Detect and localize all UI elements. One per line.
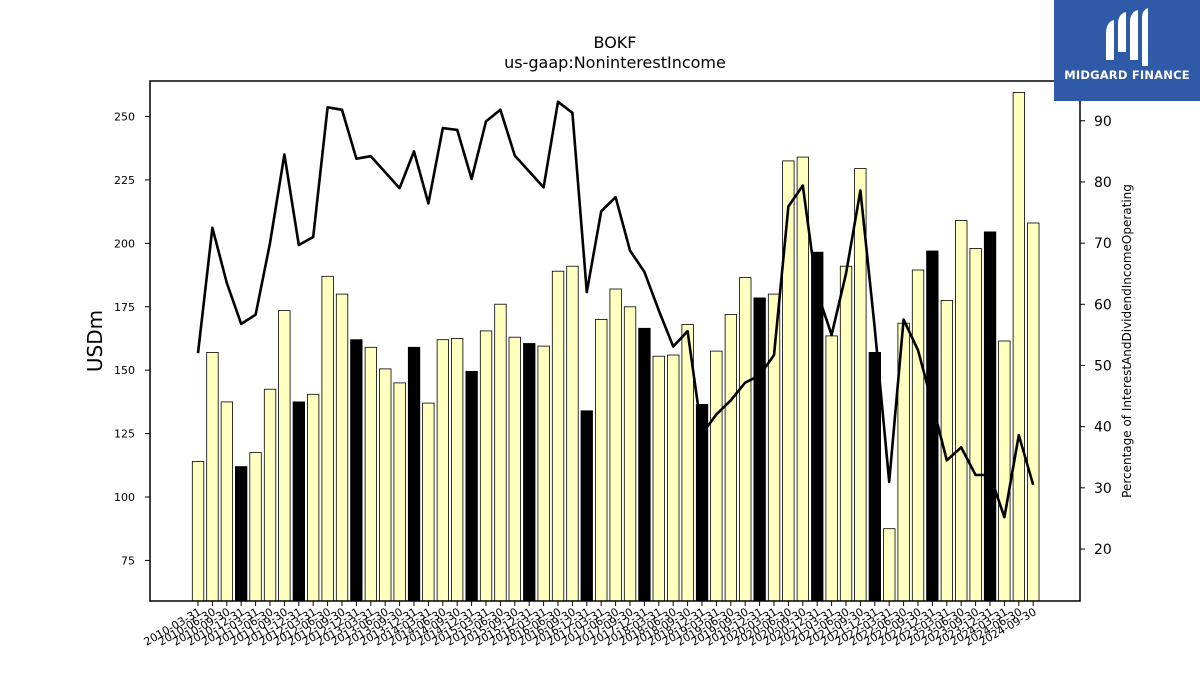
y2-tick-label: 50 xyxy=(1094,358,1112,374)
bar xyxy=(292,401,306,602)
bar xyxy=(1027,222,1040,602)
bar xyxy=(825,335,838,602)
midgard-m-logo-icon xyxy=(1106,8,1148,66)
bar xyxy=(220,401,234,602)
bar xyxy=(940,299,953,602)
bar xyxy=(479,330,493,602)
y-axis-right: 20 30 40 50 60 70 80 90 xyxy=(1080,114,1112,558)
bar xyxy=(580,410,593,602)
chart-subtitle: us-gaap:NoninterestIncome xyxy=(504,53,726,72)
bar xyxy=(393,382,406,602)
bar xyxy=(868,351,881,602)
bar xyxy=(739,277,752,602)
bar xyxy=(436,339,450,602)
y2-tick-label: 60 xyxy=(1094,297,1112,313)
y2-tick-label: 30 xyxy=(1094,481,1112,497)
bar xyxy=(782,160,795,602)
bar xyxy=(537,345,550,602)
bar xyxy=(551,270,565,602)
bar xyxy=(767,293,781,602)
bar xyxy=(667,354,680,602)
bar xyxy=(234,466,248,602)
bar xyxy=(652,355,665,602)
chart-title: BOKF xyxy=(594,33,637,52)
bar xyxy=(911,269,925,602)
bar xyxy=(623,306,637,602)
bar xyxy=(883,528,896,602)
y-tick-label: 100 xyxy=(114,491,135,504)
bar xyxy=(609,288,622,602)
y2-tick-label: 20 xyxy=(1094,542,1112,558)
bar xyxy=(983,231,997,602)
y-axis-label: USDm xyxy=(83,310,107,372)
bar xyxy=(969,247,982,602)
y-axis-left: 75 100 125 150 175 200 225 250 xyxy=(114,111,150,567)
bar xyxy=(998,340,1011,602)
bar xyxy=(450,338,464,602)
y-tick-label: 200 xyxy=(114,237,135,250)
bar xyxy=(321,275,334,602)
bar xyxy=(249,452,262,602)
bar xyxy=(206,351,219,602)
bar xyxy=(278,310,291,602)
brand-name: MIDGARD FINANCE xyxy=(1064,68,1190,82)
y-tick-label: 225 xyxy=(114,174,135,187)
y-tick-label: 150 xyxy=(114,364,135,377)
bar xyxy=(926,250,939,602)
bar xyxy=(335,293,349,602)
y2-tick-label: 90 xyxy=(1094,114,1112,130)
bar xyxy=(724,313,737,602)
bar xyxy=(710,350,723,602)
bar xyxy=(508,336,521,602)
bar xyxy=(523,343,536,602)
bar-layer xyxy=(191,92,1040,602)
line-layer xyxy=(196,100,1035,519)
bar xyxy=(191,461,205,602)
brand-logo: MIDGARD FINANCE xyxy=(1054,0,1200,101)
y2-axis-label: Percentage of InterestAndDividendIncomeO… xyxy=(1120,184,1134,498)
bar xyxy=(306,393,320,602)
x-axis: 2010-03-312010-06-302010-09-302010-12-31… xyxy=(142,601,1039,649)
series-line xyxy=(196,100,1035,519)
y2-tick-label: 40 xyxy=(1094,420,1112,436)
bar xyxy=(465,370,478,602)
y-tick-label: 250 xyxy=(114,111,135,124)
y2-tick-label: 80 xyxy=(1094,175,1112,191)
bar xyxy=(494,303,507,602)
bar xyxy=(379,368,392,602)
bar xyxy=(1012,92,1025,602)
bar xyxy=(955,220,968,602)
bar xyxy=(422,402,435,602)
bar xyxy=(595,318,608,602)
plot-frame xyxy=(149,80,1081,602)
bar xyxy=(753,297,766,602)
bar xyxy=(263,388,277,602)
y-tick-label: 125 xyxy=(114,428,135,441)
bar xyxy=(839,265,853,602)
bar xyxy=(407,346,421,602)
y-tick-label: 75 xyxy=(121,554,135,567)
bar xyxy=(364,346,378,602)
bar xyxy=(350,339,363,602)
bar xyxy=(566,265,579,602)
y2-tick-label: 70 xyxy=(1094,236,1112,252)
y-tick-label: 175 xyxy=(114,301,135,314)
bar xyxy=(638,327,651,602)
